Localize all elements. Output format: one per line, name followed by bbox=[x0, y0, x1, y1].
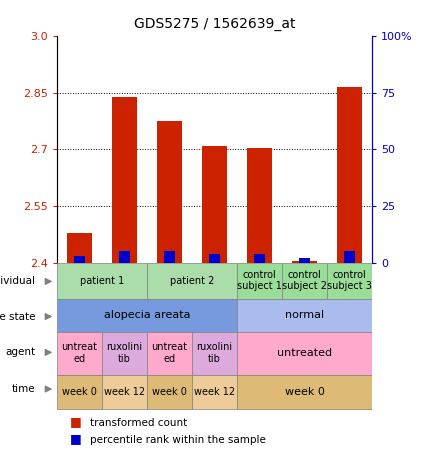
Bar bbox=[102, 332, 147, 375]
Bar bbox=[112, 96, 137, 263]
Text: ruxolini
tib: ruxolini tib bbox=[106, 342, 143, 364]
Text: patient 2: patient 2 bbox=[170, 276, 214, 286]
Text: untreated: untreated bbox=[277, 348, 332, 358]
Text: normal: normal bbox=[285, 310, 324, 320]
Text: agent: agent bbox=[5, 347, 35, 357]
Text: alopecia areata: alopecia areata bbox=[104, 310, 190, 320]
Bar bbox=[57, 375, 102, 409]
Text: transformed count: transformed count bbox=[90, 418, 187, 428]
Bar bbox=[102, 375, 147, 409]
Bar bbox=[119, 251, 130, 263]
Text: ■: ■ bbox=[70, 415, 82, 428]
Title: GDS5275 / 1562639_at: GDS5275 / 1562639_at bbox=[134, 17, 295, 31]
Text: ■: ■ bbox=[70, 432, 82, 445]
Bar bbox=[57, 263, 147, 299]
Text: percentile rank within the sample: percentile rank within the sample bbox=[90, 435, 266, 445]
Bar bbox=[57, 299, 237, 332]
Text: week 0: week 0 bbox=[152, 387, 187, 397]
Text: ruxolini
tib: ruxolini tib bbox=[197, 342, 233, 364]
Bar bbox=[157, 121, 182, 263]
Bar bbox=[192, 332, 237, 375]
Bar bbox=[237, 375, 372, 409]
Text: week 12: week 12 bbox=[104, 387, 145, 397]
Bar bbox=[147, 375, 192, 409]
Bar bbox=[344, 251, 355, 263]
Text: untreat
ed: untreat ed bbox=[61, 342, 98, 364]
Bar bbox=[299, 258, 310, 263]
Bar bbox=[282, 263, 327, 299]
Bar bbox=[147, 332, 192, 375]
Bar bbox=[67, 232, 92, 263]
Text: control
subject 2: control subject 2 bbox=[282, 270, 327, 291]
Bar bbox=[202, 146, 227, 263]
Bar bbox=[74, 256, 85, 263]
Text: untreat
ed: untreat ed bbox=[152, 342, 187, 364]
Bar bbox=[337, 87, 362, 263]
Text: week 0: week 0 bbox=[62, 387, 97, 397]
Bar bbox=[209, 254, 220, 263]
Bar bbox=[192, 375, 237, 409]
Text: patient 1: patient 1 bbox=[80, 276, 124, 286]
Bar bbox=[254, 254, 265, 263]
Text: control
subject 1: control subject 1 bbox=[237, 270, 282, 291]
Bar bbox=[147, 263, 237, 299]
Bar bbox=[237, 263, 282, 299]
Text: disease state: disease state bbox=[0, 312, 35, 322]
Text: week 0: week 0 bbox=[285, 387, 325, 397]
Bar bbox=[292, 261, 317, 263]
Bar bbox=[247, 148, 272, 263]
Text: individual: individual bbox=[0, 276, 35, 286]
Bar bbox=[57, 332, 102, 375]
Bar bbox=[164, 251, 175, 263]
Bar bbox=[237, 332, 372, 375]
Bar bbox=[237, 299, 372, 332]
Bar bbox=[327, 263, 372, 299]
Text: time: time bbox=[12, 384, 35, 394]
Text: control
subject 3: control subject 3 bbox=[327, 270, 372, 291]
Text: week 12: week 12 bbox=[194, 387, 235, 397]
